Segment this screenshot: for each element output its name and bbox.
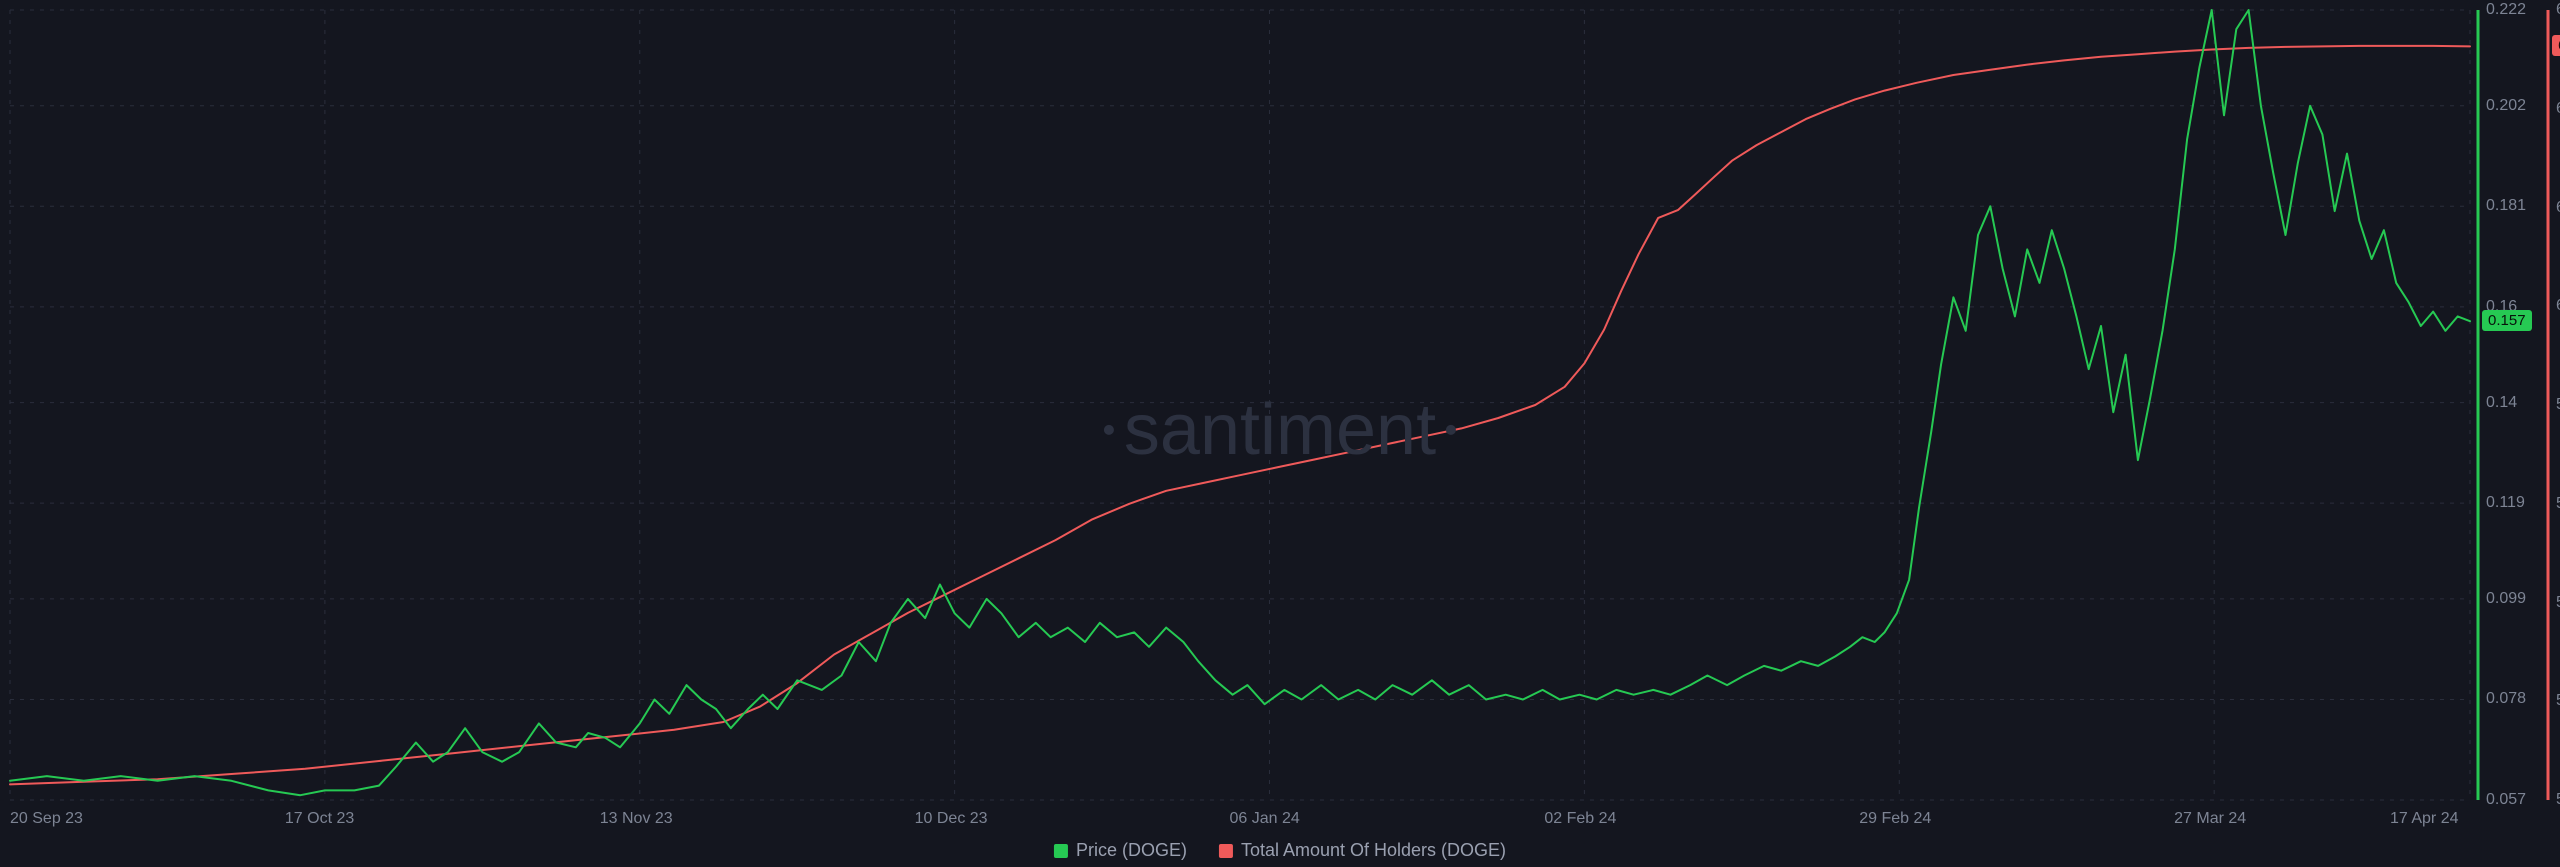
price-current-badge: 0.157 <box>2482 310 2532 331</box>
y-right-tick-label: 6.3M <box>2556 199 2560 217</box>
y-left-tick-label: 0.099 <box>2486 590 2526 608</box>
legend-label-holders: Total Amount Of Holders (DOGE) <box>1241 840 1506 861</box>
y-right-tick-label: 5.35M <box>2556 692 2560 710</box>
y-right-tick-label: 6.49M <box>2556 100 2560 118</box>
x-tick-label: 20 Sep 23 <box>10 810 83 828</box>
y-left-tick-label: 0.222 <box>2486 1 2526 19</box>
chart-container: santiment 20 Sep 2317 Oct 2313 Nov 2310 … <box>0 0 2560 867</box>
x-tick-label: 13 Nov 23 <box>600 810 673 828</box>
x-tick-label: 29 Feb 24 <box>1859 810 1931 828</box>
legend-label-price: Price (DOGE) <box>1076 840 1187 861</box>
y-right-tick-label: 5.92M <box>2556 396 2560 414</box>
x-tick-label: 02 Feb 24 <box>1544 810 1616 828</box>
x-tick-label: 06 Jan 24 <box>1230 810 1300 828</box>
y-left-tick-label: 0.202 <box>2486 97 2526 115</box>
y-right-tick-label: 5.54M <box>2556 594 2560 612</box>
legend: Price (DOGE) Total Amount Of Holders (DO… <box>1054 840 1506 861</box>
y-left-tick-label: 0.078 <box>2486 690 2526 708</box>
legend-item-price[interactable]: Price (DOGE) <box>1054 840 1187 861</box>
chart-svg[interactable] <box>0 0 2560 867</box>
y-right-tick-label: 6.68M <box>2556 1 2560 19</box>
price-current-value: 0.157 <box>2488 312 2526 329</box>
legend-swatch-holders <box>1219 844 1233 858</box>
y-left-tick-label: 0.14 <box>2486 394 2517 412</box>
legend-swatch-price <box>1054 844 1068 858</box>
legend-item-holders[interactable]: Total Amount Of Holders (DOGE) <box>1219 840 1506 861</box>
x-tick-label: 27 Mar 24 <box>2174 810 2246 828</box>
y-right-tick-label: 6.11M <box>2556 297 2560 315</box>
holders-current-badge: 6.61M <box>2552 35 2560 56</box>
y-left-tick-label: 0.119 <box>2486 494 2525 512</box>
y-right-tick-label: 5.16M <box>2556 791 2560 809</box>
x-tick-label: 17 Oct 23 <box>285 810 354 828</box>
grid-lines <box>10 10 2470 800</box>
x-tick-label: 10 Dec 23 <box>915 810 988 828</box>
y-left-tick-label: 0.181 <box>2486 197 2526 215</box>
x-tick-label: 17 Apr 24 <box>2390 810 2459 828</box>
y-right-tick-label: 5.73M <box>2556 495 2560 513</box>
y-left-tick-label: 0.057 <box>2486 791 2526 809</box>
